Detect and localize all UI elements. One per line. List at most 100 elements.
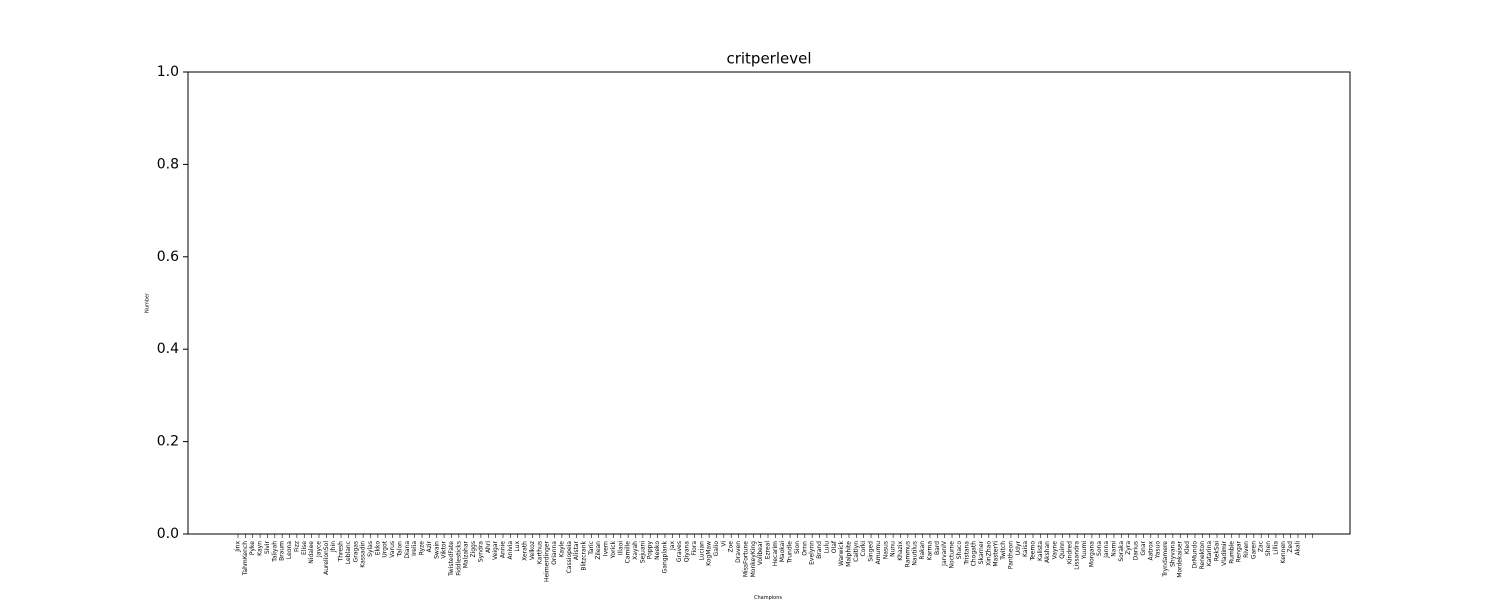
x-tick-label: Morgana	[1088, 541, 1095, 567]
x-tick-label: Chogath	[971, 541, 978, 567]
x-tick-label: Ornn	[801, 541, 808, 556]
x-tick-label: Shen	[1265, 541, 1272, 556]
x-tick-label: Vi	[720, 541, 727, 547]
x-tick-label: Gnar	[1140, 540, 1147, 555]
x-tick-label: Ivern	[603, 541, 610, 556]
x-tick-label: Jhin	[330, 541, 337, 553]
x-tick-label: Alistar	[573, 540, 580, 560]
x-tick-label: Gangplank	[661, 540, 668, 573]
x-tick-label: Rumble	[1228, 541, 1235, 564]
x-tick-label: Darius	[1133, 541, 1140, 560]
x-tick-label: Elise	[301, 541, 308, 555]
x-tick-label: Poppy	[647, 541, 654, 560]
y-tick-label: 0.6	[157, 249, 179, 265]
y-tick-label: 0.4	[157, 341, 179, 357]
x-tick-label: Akali	[1295, 541, 1302, 556]
x-tick-label: TahmKench	[242, 541, 249, 576]
x-tick-label: MissFortune	[742, 541, 749, 577]
x-tick-label: Fiddlesticks	[455, 541, 462, 576]
x-tick-label: Zoe	[728, 541, 735, 553]
x-tick-label: Diana	[404, 541, 411, 559]
x-tick-label: MonkeyKing	[750, 541, 757, 578]
x-tick-label: Thresh	[338, 541, 345, 563]
x-tick-label: Rengar	[1236, 540, 1243, 562]
x-tick-label: Volibear	[757, 540, 764, 565]
chart-title: critperlevel	[726, 50, 811, 68]
x-tick-label: Xayah	[632, 541, 639, 560]
x-tick-label: Singed	[868, 541, 875, 562]
y-tick-label: 0.8	[157, 156, 179, 172]
x-tick-label: Talon	[396, 541, 403, 558]
y-tick-label: 0.2	[157, 434, 179, 450]
x-tick-label: Lucian	[698, 541, 705, 561]
x-tick-label: Udyr	[1015, 540, 1022, 555]
x-tick-label: Lillia	[1272, 541, 1279, 555]
x-tick-label: Trundle	[787, 541, 794, 564]
x-tick-label: Swain	[433, 541, 440, 559]
x-tick-label: Nasus	[882, 541, 889, 559]
x-tick-label: KogMaw	[706, 541, 713, 566]
x-tick-label: Warwick	[838, 540, 845, 566]
x-tick-label: Renekton	[1199, 541, 1206, 570]
x-tick-label: Camille	[625, 541, 632, 564]
x-tick-label: Karma	[926, 541, 933, 561]
x-tick-label: Zilean	[595, 541, 602, 560]
x-tick-label: Gragas	[352, 541, 359, 562]
x-tick-label: Nami	[1110, 541, 1117, 557]
x-tick-label: Kayn	[257, 541, 264, 556]
x-tick-label: Anivia	[507, 541, 514, 560]
x-tick-label: Leblanc	[345, 541, 352, 564]
x-tick-label: Azir	[426, 540, 433, 552]
x-tick-label: TwistedFate	[448, 541, 455, 577]
x-tick-label: Pyke	[249, 541, 256, 555]
x-tick-label: Sona	[1096, 541, 1103, 556]
x-tick-label: MasterYi	[993, 541, 1000, 567]
plot-frame	[187, 71, 1351, 535]
x-tick-label: Garen	[1250, 541, 1257, 559]
x-tick-label: Twitch	[1000, 541, 1007, 561]
x-tick-label: Ezreal	[765, 541, 772, 560]
x-tick-label: Kennen	[1280, 541, 1287, 564]
x-tick-label: JarvanIV	[941, 540, 948, 567]
x-tick-label: Kled	[1184, 541, 1191, 554]
x-tick-label: Rakan	[919, 541, 926, 560]
x-tick-label: Kayle	[558, 541, 565, 558]
x-tick-label: Olaf	[831, 540, 838, 553]
x-tick-label: Yorick	[610, 540, 617, 559]
x-tick-label: Viktor	[441, 540, 448, 558]
x-tick-label: Quinn	[1059, 541, 1066, 559]
x-tick-label: Malzahar	[463, 540, 470, 568]
x-tick-label: Vladimir	[1221, 540, 1228, 565]
x-tick-label: Ekko	[374, 541, 381, 556]
x-tick-label: Tristana	[963, 541, 970, 566]
x-tick-label: Teemo	[1030, 541, 1037, 562]
x-axis-label: Champions	[754, 595, 782, 600]
x-tick-label: Galio	[713, 541, 720, 557]
x-tick-label: Urgot	[382, 540, 389, 557]
x-tick-label: Ryze	[419, 541, 426, 556]
x-tick-label: Taliyah	[271, 541, 278, 563]
x-tick-label: Skarner	[978, 540, 985, 564]
x-tick-label: Caitlyn	[853, 541, 860, 562]
x-tick-label: Shyvana	[1169, 541, 1176, 567]
x-tick-label: Blitzcrank	[580, 540, 587, 570]
x-tick-label: Ahri	[485, 541, 492, 553]
x-tick-label: Lulu	[823, 541, 830, 554]
x-tick-label: Sion	[794, 541, 801, 554]
x-tick-label: Pantheon	[1007, 541, 1014, 569]
x-tick-label: Evelynn	[809, 541, 816, 565]
y-tick-label: 1.0	[157, 64, 179, 80]
x-tick-label: Annie	[500, 541, 507, 558]
x-tick-label: Malphite	[845, 541, 852, 567]
x-tick-label: Jayce	[315, 541, 322, 558]
x-tick-label: Fiora	[691, 541, 698, 556]
x-tick-label: Hecarim	[772, 541, 779, 566]
x-tick-label: Nunu	[890, 541, 897, 557]
x-tick-label: Veigar	[492, 540, 499, 559]
x-tick-label: Nocturne	[949, 541, 956, 569]
x-tick-label: Nautilus	[912, 541, 919, 566]
x-tick-label: Heimerdinger	[544, 540, 551, 582]
x-tick-label: Sivir	[264, 540, 271, 554]
x-tick-label: Janna	[1103, 541, 1110, 559]
